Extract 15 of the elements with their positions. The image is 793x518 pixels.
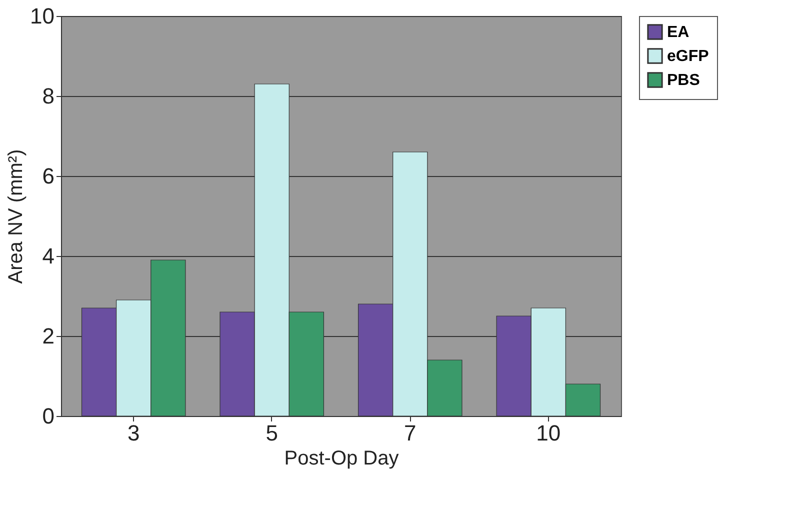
x-tick-label: 10 <box>536 420 561 446</box>
legend-label: eGFP <box>667 48 710 65</box>
legend-label: EA <box>667 24 690 41</box>
x-axis-title: Post-Op Day <box>284 448 399 470</box>
x-tick-label: 7 <box>404 420 416 446</box>
y-tick-label: 10 <box>30 4 54 28</box>
y-axis-title: Area NV (mm²) <box>5 149 28 284</box>
y-tick-label: 2 <box>42 324 54 348</box>
x-tick-label: 5 <box>266 420 278 446</box>
y-tick-label: 0 <box>42 404 54 428</box>
y-tick-label: 8 <box>42 84 54 108</box>
legend-label: PBS <box>667 72 700 89</box>
x-tick-label: 3 <box>127 420 140 446</box>
y-tick-label: 6 <box>42 164 54 188</box>
y-tick-label: 4 <box>42 244 54 268</box>
